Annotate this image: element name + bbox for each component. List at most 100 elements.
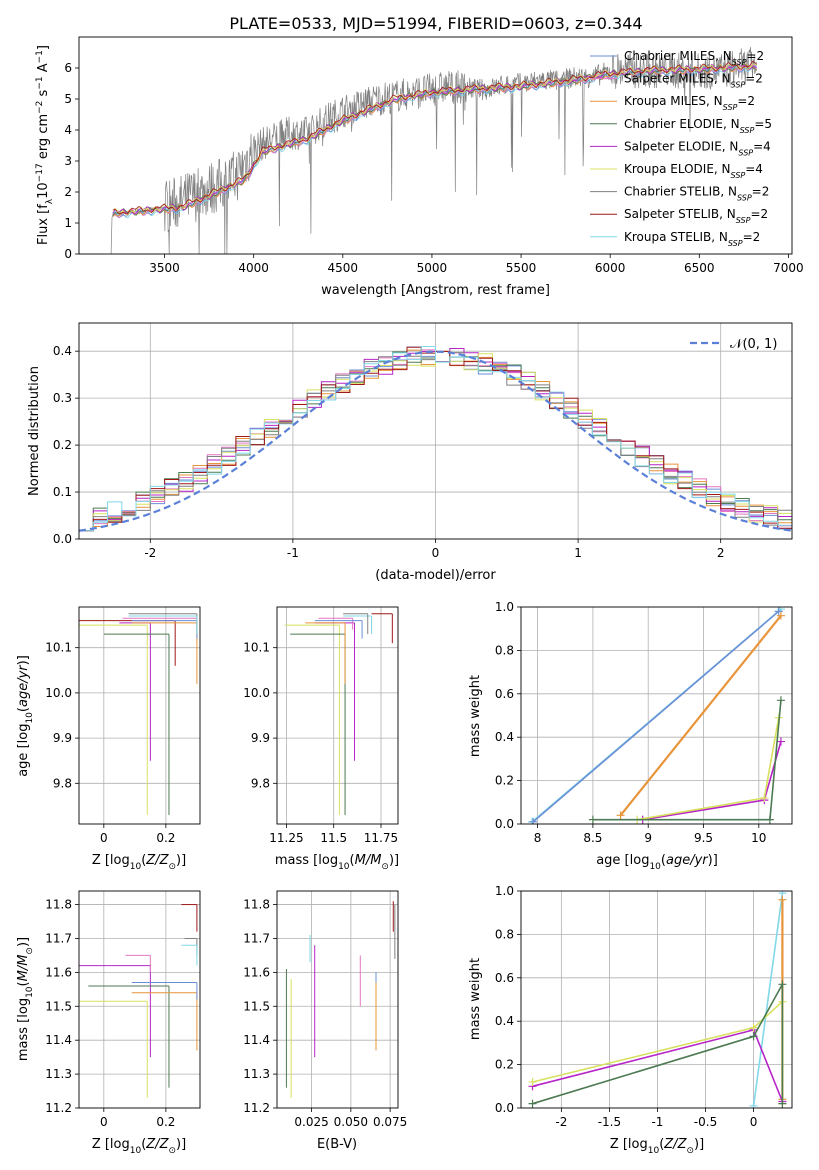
y-tick-label: 11.3 (45, 1067, 72, 1081)
ticks-mass-vs-Z: 0 0.2 11.2 11.3 11.4 11.5 11.6 11.7 11.8 (45, 898, 175, 1129)
y-tick-label: 0.8 (495, 643, 514, 657)
ticks-massweight-vs-Z: -2 -1.5 -1 -0.5 0 0.0 0.2 0.4 0.6 0.8 1.0 (495, 884, 757, 1129)
panel-spectrum: 3500 4000 4500 5000 5500 6000 6500 7000 0 1 2 3 4 5 6 w… (35, 36, 804, 298)
legend-entry: Kroupa ELODIE, NSSP=4 (624, 162, 763, 180)
x-tick-label: 0.2 (156, 831, 175, 845)
x-tick-label: 0.050 (334, 1115, 368, 1129)
weight-marker (588, 815, 597, 824)
panel-mass-vs-EBV: 0.025 0.050 0.075 11.2 11.3 11.4 11.5 11.6 11.7 1… (243, 890, 407, 1152)
y-axis-label: Normed distribution (27, 366, 42, 496)
y-tick-label: 0.6 (495, 687, 514, 701)
x-tick-label: 4500 (328, 261, 359, 275)
legend-entry: Kroupa STELIB, NSSP=2 (624, 230, 760, 248)
ticks-age-vs-Z: 0 0.2 9.8 9.9 10.0 10.1 (45, 641, 175, 845)
plot-area-mass-vs-EBV (277, 891, 398, 1108)
x-tick-label: 5500 (506, 261, 537, 275)
legend-entry: 𝒩(0, 1) (730, 337, 777, 352)
legend: 𝒩(0, 1) (690, 337, 777, 352)
x-tick-label: 2 (717, 546, 725, 560)
weight-marker (765, 815, 774, 824)
x-tick-label: 0 (750, 1115, 758, 1129)
y-tick-label: 1.0 (495, 600, 514, 614)
x-tick-label: 5000 (417, 261, 448, 275)
x-tick-label: -1 (287, 546, 299, 560)
axes-frame (276, 606, 399, 825)
y-tick-label: 0.0 (495, 1101, 514, 1115)
axes-frame (276, 890, 399, 1109)
axes-frame (78, 322, 793, 540)
legend-entry: Salpeter MILES, NSSP=2 (624, 72, 763, 90)
weight-line (532, 983, 784, 1105)
x-tick-label: 11.25 (269, 831, 303, 845)
y-tick-label: 11.6 (243, 965, 270, 979)
x-tick-label: 10 (751, 831, 766, 845)
panel-massweight-vs-Z: -2 -1.5 -1 -0.5 0 0.0 0.2 0.4 0.6 0.8 1.0 Z [log10(… (468, 884, 793, 1156)
x-tick-label: 0.025 (294, 1115, 328, 1129)
weight-marker (528, 1077, 537, 1086)
x-axis-label: (data-model)/error (375, 568, 496, 583)
x-tick-label: 9 (644, 831, 652, 845)
legend-entry: Salpeter STELIB, NSSP=2 (624, 207, 768, 225)
weight-marker (776, 737, 785, 746)
x-axis-label: mass [log10(M/M⊙)] (275, 853, 399, 872)
weight-marker (778, 895, 787, 904)
y-tick-label: 11.2 (243, 1101, 270, 1115)
x-tick-label: -2 (144, 546, 156, 560)
x-tick-label: 3500 (149, 261, 180, 275)
x-tick-label: 4000 (238, 261, 269, 275)
x-tick-label: -0.5 (694, 1115, 717, 1129)
weight-marker (774, 607, 783, 616)
y-tick-label: 11.7 (243, 931, 270, 945)
panel-massweight-vs-age: 8 8.5 9 9.5 10 0.0 0.2 0.4 0.6 0.8 1.0 age [log10(a… (468, 600, 793, 872)
ticks-massweight-vs-age: 8 8.5 9 9.5 10 0.0 0.2 0.4 0.6 0.8 1.0 (495, 600, 767, 845)
x-tick-label: -2 (555, 1115, 567, 1129)
x-tick-label: 8 (534, 831, 542, 845)
weight-marker (778, 1099, 787, 1108)
x-axis-label: Z [log10(Z/Z⊙)] (92, 1137, 186, 1156)
weight-line (619, 615, 782, 816)
x-axis-label: wavelength [Angstrom, rest frame] (321, 283, 550, 298)
model-line (112, 61, 757, 215)
y-tick-label: 11.4 (243, 1033, 270, 1047)
y-axis-label: mass [log10(M/M⊙)] (16, 937, 35, 1061)
y-tick-label: 10.0 (45, 686, 72, 700)
y-tick-label: 11.8 (45, 898, 72, 912)
weight-marker (760, 793, 769, 802)
y-axis-label: mass weight (468, 675, 483, 757)
x-tick-label: -1.5 (598, 1115, 621, 1129)
weight-line (532, 610, 780, 823)
x-axis-label: Z [log10(Z/Z⊙)] (610, 1137, 704, 1156)
legend-entry: Kroupa MILES, NSSP=2 (624, 94, 755, 112)
weight-marker (776, 611, 785, 620)
weight-marker (776, 696, 785, 705)
x-tick-label: 0 (100, 1115, 108, 1129)
x-tick-label: 0.2 (156, 1115, 175, 1129)
axes-frame (78, 606, 201, 825)
y-tick-label: 0.1 (53, 485, 72, 499)
y-tick-label: 9.8 (251, 776, 270, 790)
plot-area-mass-vs-Z (79, 891, 200, 1108)
weight-marker (616, 811, 625, 820)
ticks-residuals: -2 -1 0 1 2 0.0 0.1 0.2 0.3 0.4 (53, 344, 725, 560)
plot-area-age-vs-mass (277, 607, 398, 824)
x-tick-label: 0 (100, 831, 108, 845)
y-tick-label: 9.8 (53, 776, 72, 790)
model-line (112, 63, 757, 216)
weight-marker (749, 1032, 758, 1041)
weight-line (752, 893, 784, 1106)
y-tick-label: 6 (64, 61, 72, 75)
y-tick-label: 1 (64, 216, 72, 230)
y-tick-label: 0.4 (53, 344, 72, 358)
axes-frame (520, 890, 793, 1109)
weight-marker (528, 1099, 537, 1108)
weight-marker (749, 1023, 758, 1032)
y-tick-label: 3 (64, 154, 72, 168)
x-tick-label: 0 (432, 546, 440, 560)
plot-area-massweight-vs-Z (521, 891, 792, 1108)
legend-entry: Chabrier ELODIE, NSSP=5 (624, 117, 772, 135)
ticks-mass-vs-EBV: 0.025 0.050 0.075 11.2 11.3 11.4 11.5 11.6 11.7 1… (243, 898, 407, 1129)
grid-age-vs-mass (277, 607, 398, 824)
x-axis-label: age [log10(age/yr)] (596, 853, 718, 872)
y-tick-label: 0.0 (495, 817, 514, 831)
legend: Chabrier MILES, NSSP=2 Salpeter MILES, NS… (590, 49, 772, 247)
